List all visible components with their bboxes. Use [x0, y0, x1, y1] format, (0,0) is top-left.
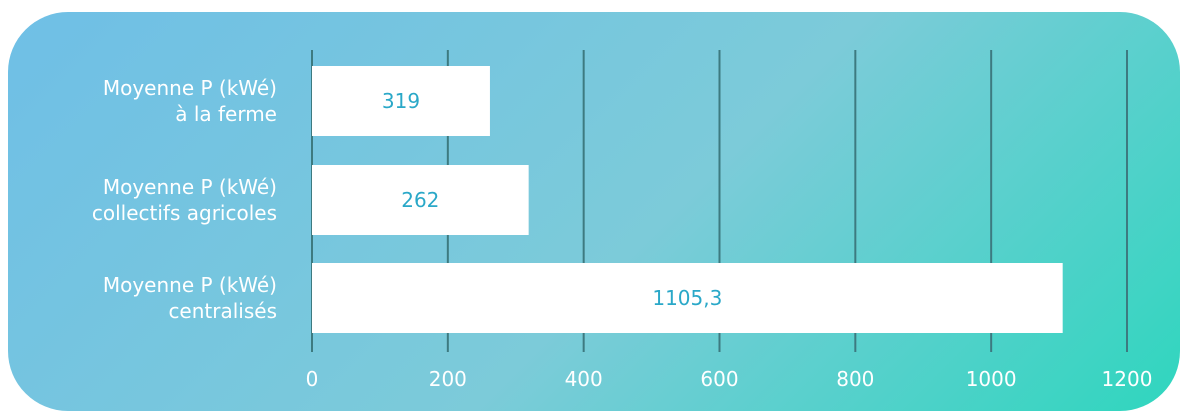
category-label: Moyenne P (kWé) à la ferme [103, 76, 277, 126]
x-tick-label: 400 [565, 367, 603, 391]
x-tick-label: 600 [700, 367, 738, 391]
category-label: Moyenne P (kWé) collectifs agricoles [92, 175, 277, 225]
x-tick-label: 0 [306, 367, 319, 391]
data-label: 319 [382, 89, 420, 113]
bar [312, 263, 1063, 333]
chart-card [8, 12, 1180, 411]
bar [312, 66, 490, 136]
data-label: 262 [401, 188, 439, 212]
category-label: Moyenne P (kWé) centralisés [103, 273, 277, 323]
x-tick-label: 200 [429, 367, 467, 391]
x-tick-label: 800 [836, 367, 874, 391]
x-tick-label: 1000 [966, 367, 1017, 391]
data-label: 1105,3 [652, 286, 722, 310]
bar [312, 165, 529, 235]
x-tick-label: 1200 [1102, 367, 1153, 391]
